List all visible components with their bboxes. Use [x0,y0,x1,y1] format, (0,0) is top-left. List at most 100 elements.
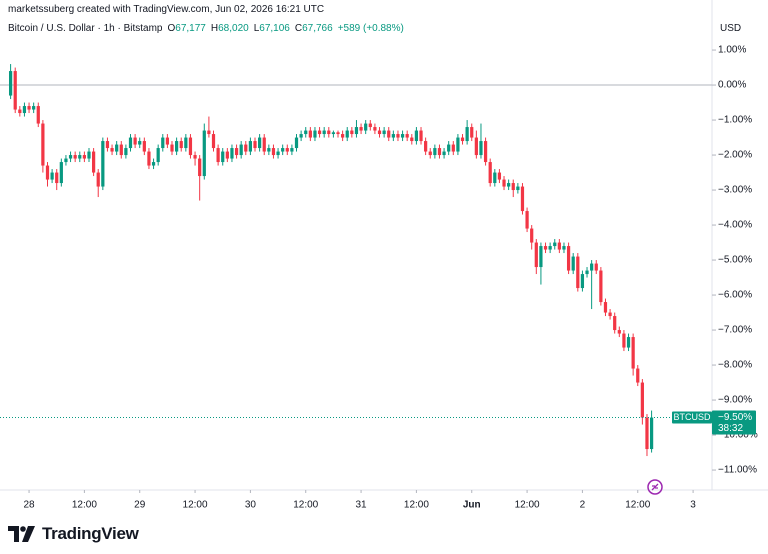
y-tick-label: −3.00% [718,185,752,196]
candle-body [350,130,354,135]
y-tick-label: −11.00% [718,465,757,476]
candle-body [170,144,174,152]
candle-body [493,172,497,184]
candle-body [622,333,626,348]
candle-body [198,158,202,177]
candle-body [87,151,91,159]
legend-value: 67,177 [175,23,206,34]
candle-body [267,148,271,152]
x-tick-label: 12:00 [515,500,540,511]
legend-value: 68,020 [218,23,249,34]
candle-body [22,106,27,114]
candle-body [313,130,317,138]
brand-name: TradingView [42,524,139,543]
candle-body [258,137,262,149]
candle-body [244,144,248,152]
candle-body [336,132,340,135]
currency[interactable]: USD [720,23,742,34]
candle-body [507,183,511,187]
candle-body [207,130,211,135]
candle-body [373,127,377,131]
candle-body [36,106,40,124]
candle-body [599,270,603,303]
candle-body [364,123,368,131]
x-tick-label: 12:00 [183,500,208,511]
symbol-tag-text: BTCUSD [673,412,711,422]
candle-body [368,123,372,128]
candle-body [188,137,193,156]
x-tick-label: 12:00 [404,500,429,511]
legend-change: +589 (+0.88%) [337,23,404,34]
candle-body [142,141,146,152]
candle-body [590,263,594,271]
candle-body [225,151,229,159]
candle-body [341,134,345,138]
candle-body [18,109,22,114]
candle-body [230,148,234,159]
candle-body [594,263,598,271]
candle-body [345,130,349,138]
candle-body [410,137,414,142]
candle-body [539,246,543,268]
brand-icon [8,526,35,542]
candle-body [165,137,170,145]
candle-body [216,148,220,163]
candle-body [377,130,382,135]
brand-logo: TradingView [8,524,139,544]
candle-body [400,134,405,138]
candle-body [566,246,571,271]
candle-body [82,155,87,159]
candle-body [414,130,419,142]
candle-body [603,302,608,313]
candle-body [387,130,391,138]
x-tick-label: 12:00 [72,500,97,511]
y-tick-label: −10.00% [718,430,758,441]
candle-body [156,148,160,163]
candle-body [138,141,142,145]
x-tick-label: 28 [23,500,35,511]
candle-body [636,368,640,383]
candle-body [73,155,77,159]
candle-body [96,172,100,187]
candle-body [262,137,266,152]
legend-key: H [210,23,219,34]
x-tick-label: 31 [356,500,368,511]
candle-body [511,183,515,191]
candle-body [470,127,474,138]
candle-body [308,130,312,138]
candle-body [451,144,455,152]
candle-body [276,151,280,156]
candle-body [55,172,59,184]
candle-body [516,186,520,191]
x-tick-label: 2 [580,500,586,511]
y-tick-label: −4.00% [718,220,752,231]
candle-body [626,337,631,348]
countdown: 38:32 [718,423,743,434]
candle-body [68,155,73,159]
y-tick-label: 1.00% [718,45,746,56]
candle-body [101,141,105,187]
candle-body [193,155,197,159]
candle-body [45,165,50,180]
candle-body [13,71,17,110]
candle-body [649,417,654,450]
last-price-label: −9.50% [718,412,752,423]
candle-body [576,256,580,289]
candle-body [543,246,548,250]
x-tick-label: Jun [463,500,481,511]
x-tick-label: 12:00 [625,500,650,511]
candle-body [211,134,216,149]
candle-body [474,137,478,156]
legend-value: 67,106 [259,23,290,34]
last-price-tag [712,410,756,435]
candle-body [8,71,13,96]
candle-body [304,130,308,135]
candle-body [442,151,446,156]
legend-value: 67,766 [302,23,333,34]
candle-body [327,130,331,135]
x-tick-label: 29 [134,500,146,511]
y-tick-label: 0.00% [718,80,746,91]
candle-body [110,148,114,152]
